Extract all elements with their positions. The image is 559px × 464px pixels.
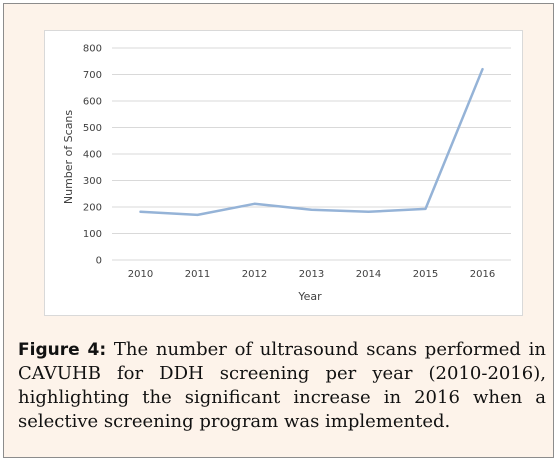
y-axis-title: Number of Scans bbox=[62, 110, 75, 205]
y-tick-label: 800 bbox=[83, 44, 102, 55]
y-tick-label: 0 bbox=[96, 256, 102, 267]
gridlines bbox=[112, 47, 511, 261]
x-tick-label: 2013 bbox=[299, 269, 324, 280]
x-tick-label: 2014 bbox=[356, 269, 381, 280]
figure-frame: 0 100 200 300 400 500 600 700 800 2010 2011 2012 20… bbox=[3, 3, 554, 458]
x-tick-labels: 2010 2011 2012 2013 2014 2015 2016 bbox=[128, 269, 495, 280]
y-tick-label: 700 bbox=[83, 70, 102, 81]
y-tick-labels: 0 100 200 300 400 500 600 700 800 bbox=[83, 44, 102, 267]
x-axis-title: Year bbox=[297, 290, 322, 303]
series-layer bbox=[139, 67, 484, 217]
y-tick-label: 400 bbox=[83, 150, 102, 161]
y-tick-label: 600 bbox=[83, 97, 102, 108]
x-tick-label: 2015 bbox=[413, 269, 438, 280]
x-tick-label: 2010 bbox=[128, 269, 153, 280]
y-tick-label: 300 bbox=[83, 176, 102, 187]
chart-area: 0 100 200 300 400 500 600 700 800 2010 2011 2012 20… bbox=[44, 30, 523, 316]
y-tick-label: 200 bbox=[83, 203, 102, 214]
y-tick-label: 500 bbox=[83, 123, 102, 134]
x-tick-label: 2012 bbox=[242, 269, 267, 280]
caption-text: The number of ultrasound scans performed… bbox=[18, 339, 546, 432]
caption-lead: Figure 4: bbox=[18, 340, 107, 360]
series-line bbox=[139, 67, 484, 217]
figure-caption: Figure 4: The number of ultrasound scans… bbox=[18, 338, 546, 434]
x-tick-label: 2011 bbox=[185, 269, 210, 280]
x-tick-label: 2016 bbox=[470, 269, 495, 280]
y-tick-label: 100 bbox=[83, 229, 102, 240]
